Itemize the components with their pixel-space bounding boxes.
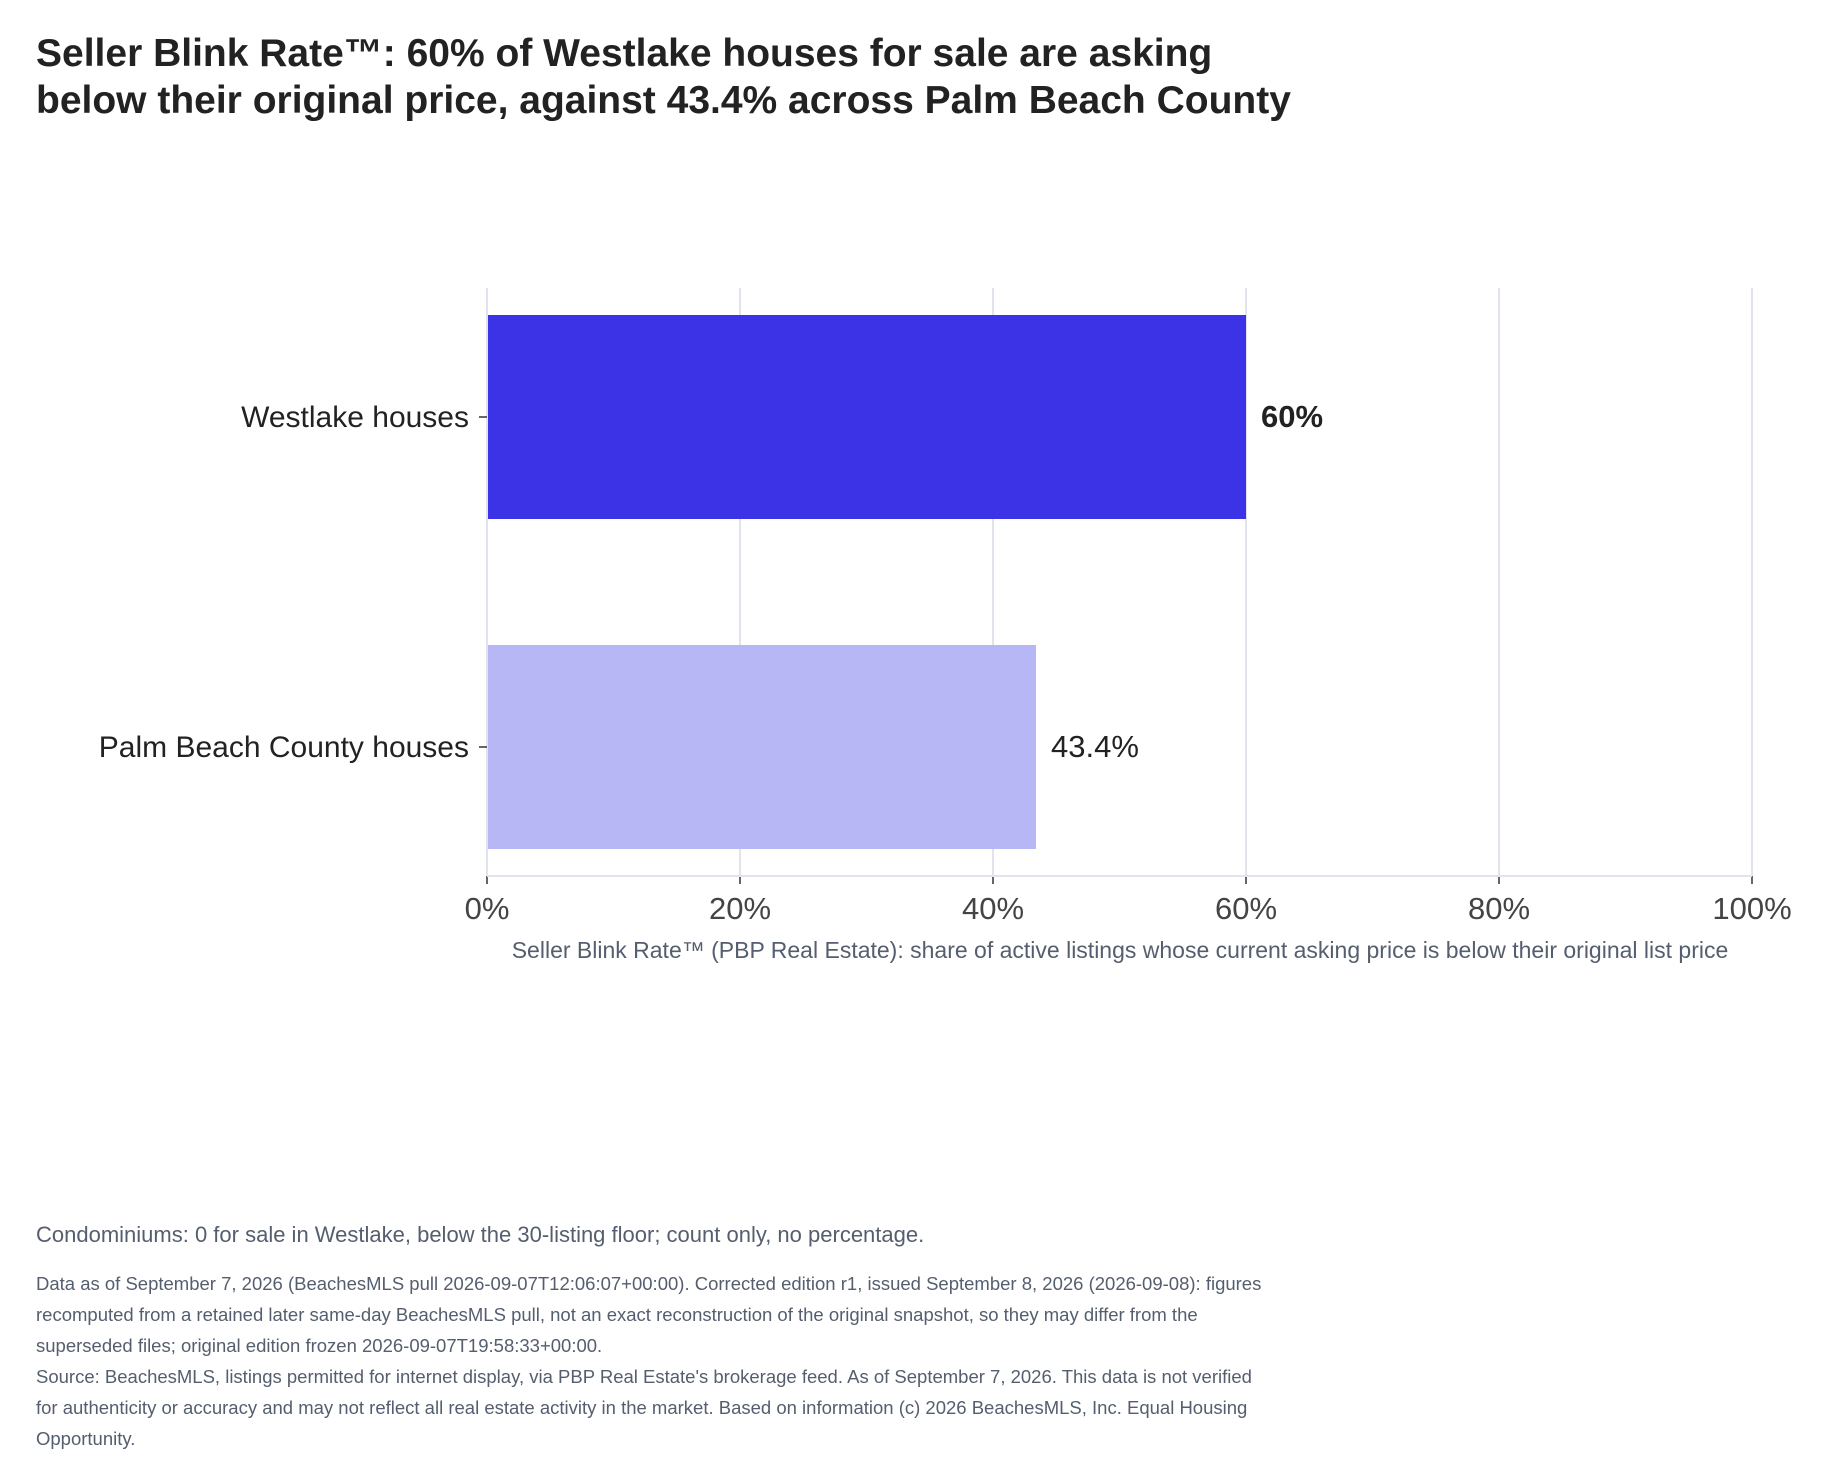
bar-chart: 60% 43.4% 0% 20% 40% 60% 80% 100% Westlake hous…: [99, 288, 1792, 963]
bar-value-label: 60%: [1261, 399, 1323, 434]
bar: [487, 645, 1037, 849]
chart-title-line-2: below their original price, against 43.4…: [36, 79, 1291, 122]
bar-value-label: 43.4%: [1051, 729, 1139, 764]
source-line: Opportunity.: [36, 1428, 136, 1449]
x-tick-label: 80%: [1468, 891, 1530, 926]
source-line: Source: BeachesMLS, listings permitted f…: [36, 1366, 1252, 1387]
bar: [487, 315, 1246, 519]
x-axis-title: Seller Blink Rate™ (PBP Real Estate): sh…: [512, 937, 1729, 963]
chart-title-line-1: Seller Blink Rate™: 60% of Westlake hous…: [36, 32, 1213, 75]
bars: 60% 43.4%: [487, 315, 1323, 849]
data-note-line: superseded files; original edition froze…: [36, 1335, 603, 1356]
x-tick-label: 20%: [709, 891, 771, 926]
data-note-line: recomputed from a retained later same-da…: [36, 1304, 1198, 1325]
x-tick-label: 100%: [1712, 891, 1791, 926]
data-source-notes: Data as of September 7, 2026 (BeachesMLS…: [36, 1268, 1436, 1454]
condominiums-note: Condominiums: 0 for sale in Westlake, be…: [36, 1222, 925, 1247]
data-note-line: Data as of September 7, 2026 (BeachesMLS…: [36, 1273, 1262, 1294]
x-tick-label: 60%: [1215, 891, 1277, 926]
y-tick-label: Westlake houses: [241, 401, 469, 434]
axes: 0% 20% 40% 60% 80% 100% Westlake houses Palm Be…: [99, 288, 1792, 926]
chart-title: Seller Blink Rate™: 60% of Westlake hous…: [36, 30, 1436, 124]
y-tick-label: Palm Beach County houses: [99, 731, 469, 764]
x-tick-label: 40%: [962, 891, 1024, 926]
source-line: for authenticity or accuracy and may not…: [36, 1397, 1248, 1418]
x-tick-label: 0%: [465, 891, 510, 926]
